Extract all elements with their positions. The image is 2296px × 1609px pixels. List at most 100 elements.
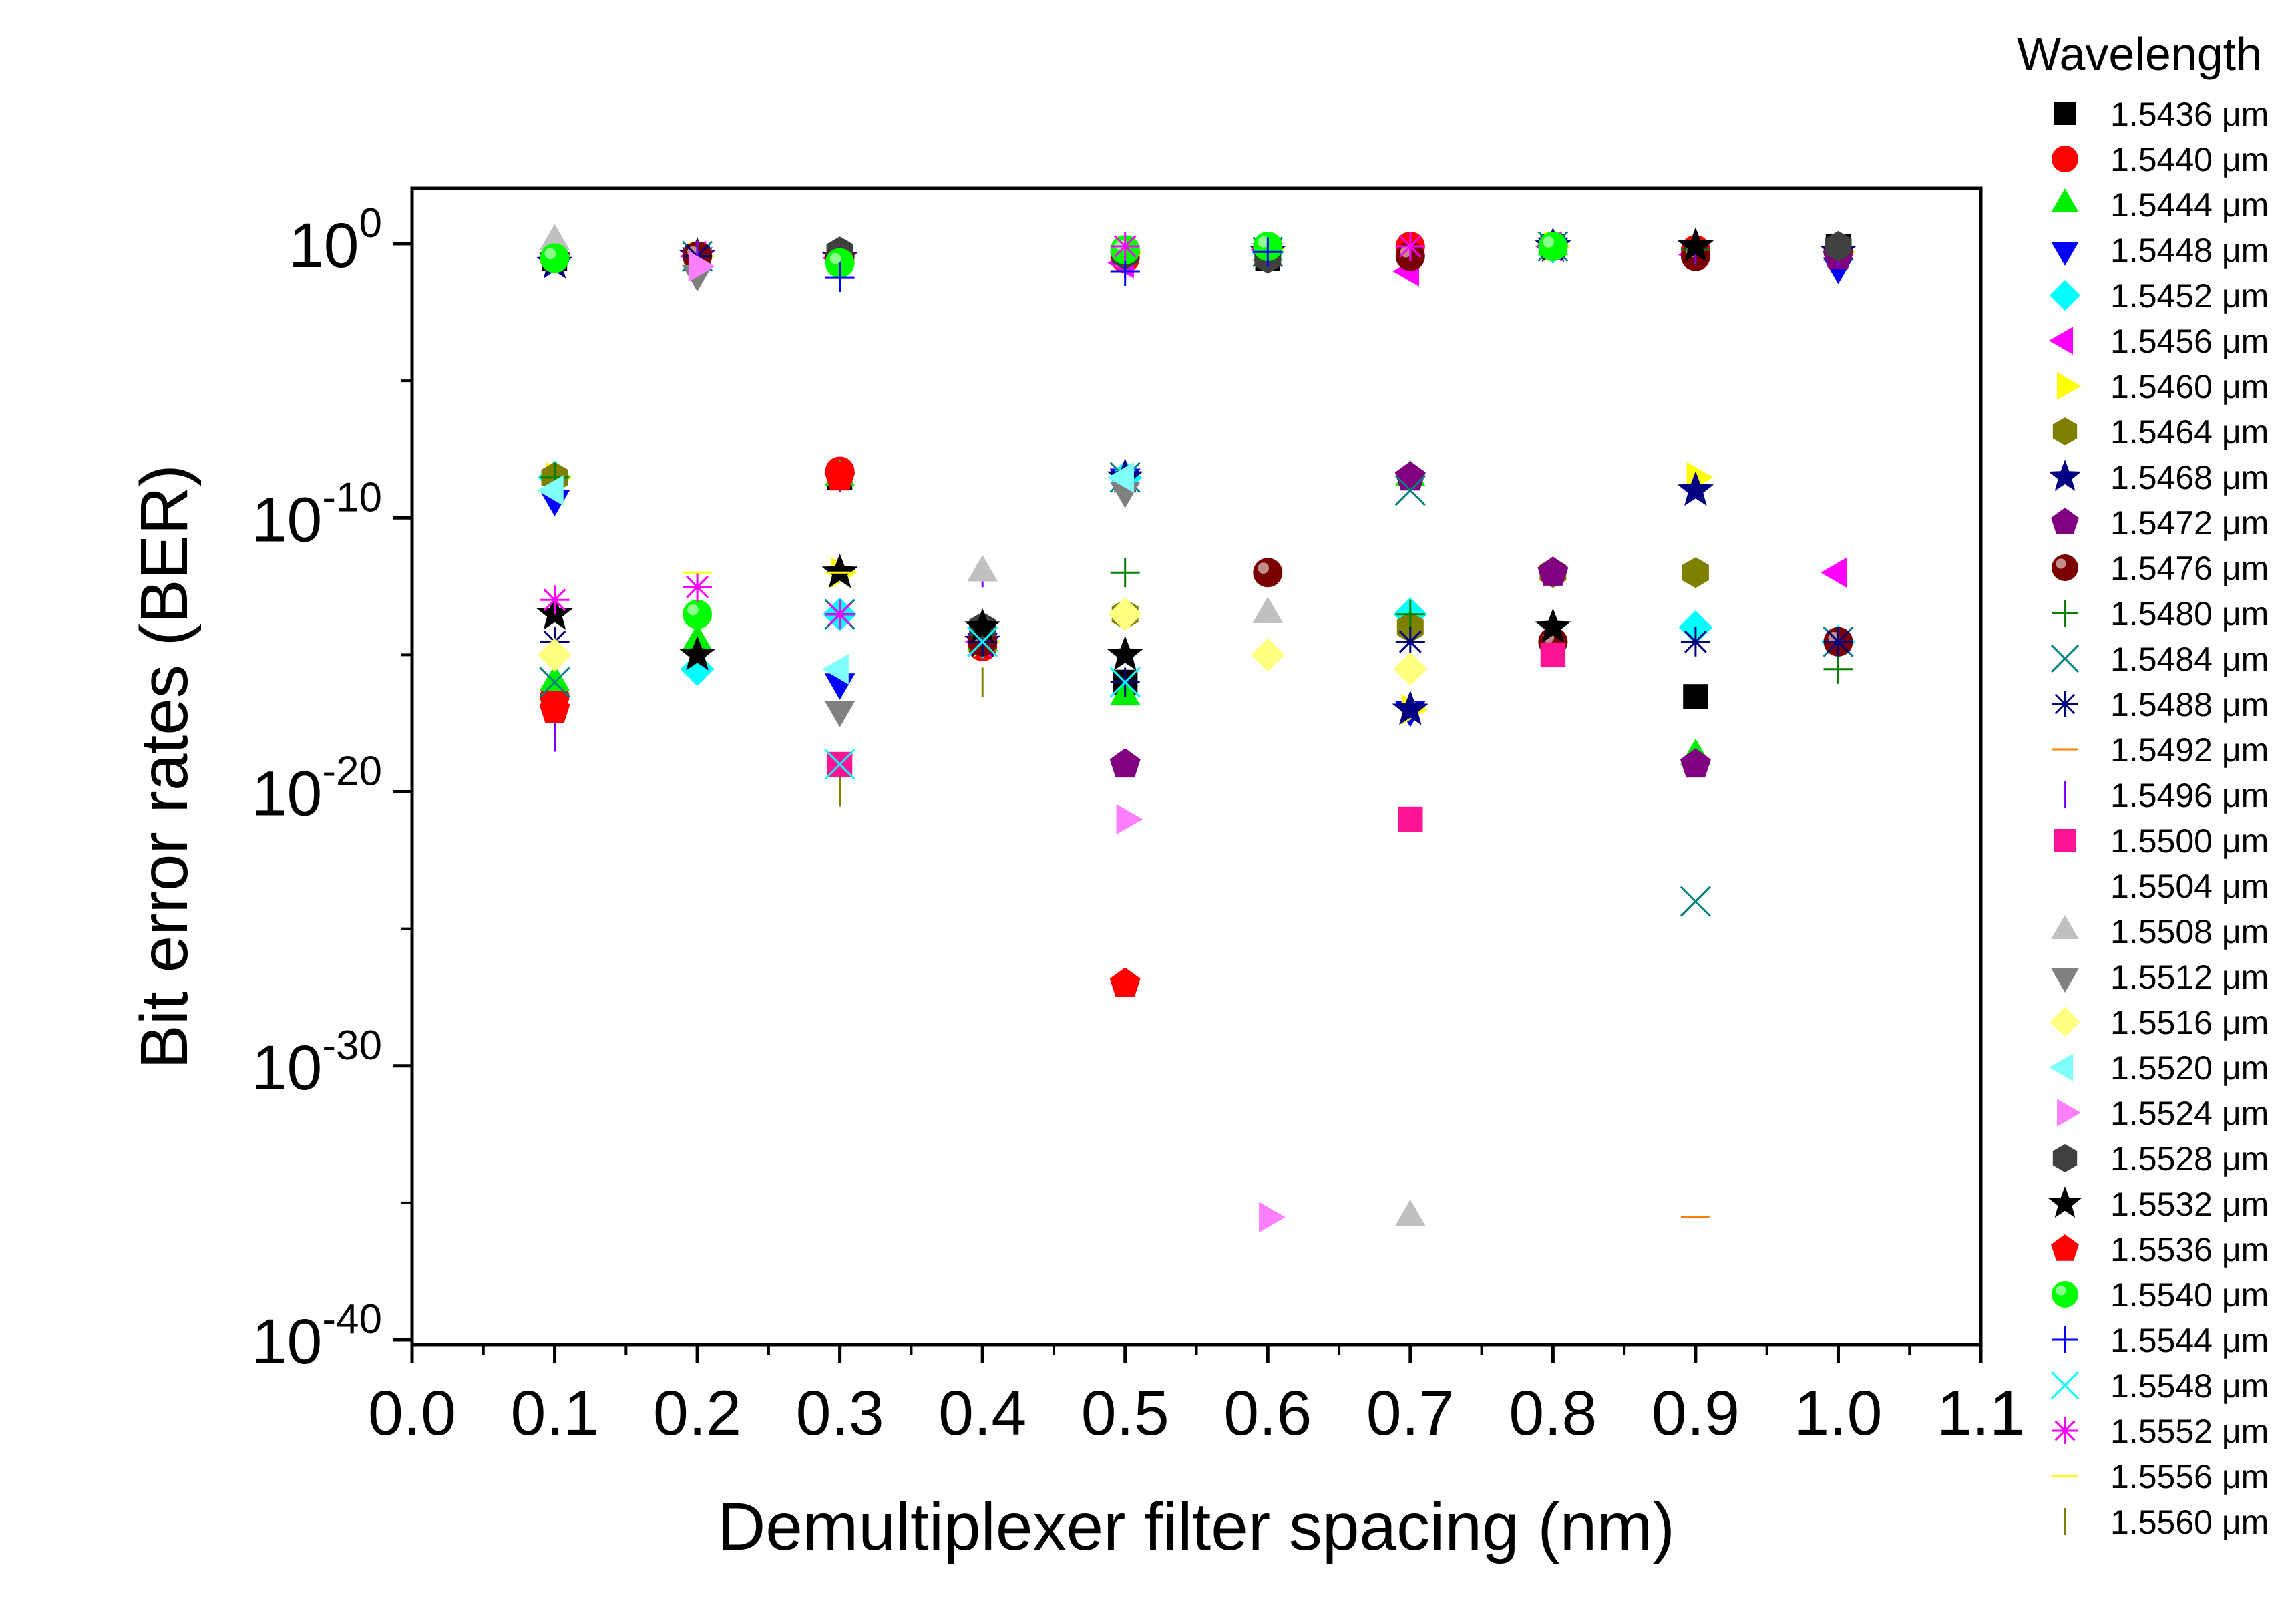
data-point	[1823, 654, 1853, 684]
legend: 1.5436 μm 1.5440 μm 1.5444 μm 1.5448 μm 1.54…	[2048, 96, 2269, 1541]
data-point	[1540, 642, 1566, 668]
data-point	[1394, 1199, 1426, 1226]
legend-marker	[2049, 1053, 2073, 1081]
data-point	[1680, 748, 1711, 778]
legend-marker	[2057, 372, 2081, 400]
legend-label: 1.5468 μm	[2110, 459, 2269, 496]
data-point	[688, 250, 715, 282]
data-point	[967, 554, 998, 582]
x-tick-label: 0.3	[796, 1378, 884, 1449]
data-point	[1680, 627, 1710, 657]
legend-marker	[2052, 1281, 2078, 1308]
data-point	[679, 635, 716, 671]
x-tick-label: 0.4	[938, 1378, 1026, 1449]
legend-label: 1.5480 μm	[2110, 595, 2269, 633]
legend-item: 1.5536 μm	[2051, 1231, 2269, 1268]
data-point	[683, 572, 713, 602]
legend-marker	[2051, 188, 2079, 212]
legend-marker	[2051, 242, 2079, 266]
data-point	[1394, 475, 1426, 506]
legend-item: 1.5500 μm	[2054, 822, 2269, 860]
x-tick-label: 0.8	[1509, 1378, 1597, 1449]
legend-item: 1.5460 μm	[2057, 368, 2269, 405]
y-axis-title: Bit error rates (BER)	[127, 464, 202, 1069]
data-point	[1825, 230, 1852, 262]
legend-item: 1.5456 μm	[2049, 323, 2269, 360]
legend-item: 1.5512 μm	[2051, 958, 2269, 996]
data-point	[825, 599, 855, 629]
legend-marker	[2054, 829, 2076, 852]
data-point	[1394, 461, 1426, 491]
data-point	[822, 653, 849, 685]
legend-marker	[2052, 554, 2078, 581]
legend-item: 1.5544 μm	[2052, 1322, 2269, 1359]
legend-marker	[2051, 508, 2079, 534]
legend-label: 1.5436 μm	[2110, 96, 2269, 133]
legend-item: 1.5528 μm	[2052, 1140, 2269, 1178]
x-tick-label: 0.0	[368, 1378, 456, 1449]
legend-label: 1.5476 μm	[2110, 550, 2269, 587]
legend-marker	[2048, 460, 2082, 491]
legend-label: 1.5520 μm	[2110, 1049, 2269, 1087]
x-tick-label: 0.6	[1223, 1378, 1312, 1449]
legend-marker	[2049, 327, 2073, 355]
legend-marker	[2052, 691, 2078, 717]
legend-label: 1.5504 μm	[2110, 868, 2269, 905]
data-point	[1538, 232, 1568, 261]
legend-label: 1.5484 μm	[2110, 641, 2269, 678]
x-tick-label: 0.7	[1366, 1378, 1455, 1449]
data-point	[1682, 557, 1709, 588]
legend-marker	[2051, 968, 2079, 993]
data-point	[1116, 803, 1143, 835]
legend-label: 1.5452 μm	[2110, 277, 2269, 315]
legend-item: 1.5440 μm	[2052, 141, 2269, 178]
data-point	[1110, 256, 1140, 286]
legend-label: 1.5448 μm	[2110, 232, 2269, 269]
data-point	[540, 243, 570, 273]
legend-item: 1.5488 μm	[2052, 686, 2269, 723]
x-tick-label: 0.2	[653, 1378, 741, 1449]
legend-item: 1.5436 μm	[2054, 96, 2269, 133]
legend-marker	[2050, 280, 2080, 311]
legend-item: 1.5532 μm	[2048, 1186, 2269, 1223]
legend-label: 1.5440 μm	[2110, 141, 2269, 178]
data-point	[1252, 596, 1284, 623]
x-axis-title: Demultiplexer filter spacing (nm)	[717, 1489, 1675, 1564]
legend-item: 1.5484 μm	[2050, 641, 2269, 678]
data-point	[825, 262, 855, 293]
data-point	[683, 599, 713, 629]
data-point	[967, 626, 998, 657]
legend-item: 1.5504 μm	[2110, 868, 2269, 905]
legend-label: 1.5508 μm	[2110, 913, 2269, 950]
x-axis-ticks: 0.0 0.1 0.2 0.3 0.4 0.5 0.6 0.7 0.8 0.9 1.0 1.1	[368, 1345, 2025, 1449]
data-point	[1395, 627, 1425, 657]
data-point	[540, 585, 570, 615]
data-point	[539, 693, 570, 723]
data-point	[1392, 690, 1428, 725]
legend-item: 1.5560 μm	[2064, 1503, 2269, 1541]
legend-marker	[2052, 1144, 2078, 1172]
legend-label: 1.5540 μm	[2110, 1276, 2269, 1314]
legend-label: 1.5460 μm	[2110, 368, 2269, 405]
data-point	[1398, 806, 1423, 832]
data-point	[1393, 652, 1428, 687]
legend-item: 1.5540 μm	[2052, 1276, 2269, 1314]
data-point	[1109, 667, 1141, 698]
legend-marker	[2051, 915, 2079, 939]
legend-label: 1.5560 μm	[2110, 1503, 2269, 1541]
x-tick-label: 0.1	[511, 1378, 599, 1449]
data-point	[1107, 635, 1143, 671]
legend-item: 1.5508 μm	[2051, 913, 2269, 950]
data-point	[1253, 558, 1283, 588]
data-point	[1680, 886, 1711, 917]
data-point	[1108, 597, 1142, 632]
legend-item: 1.5520 μm	[2049, 1049, 2269, 1087]
legend-label: 1.5556 μm	[2110, 1458, 2269, 1495]
legend-label: 1.5524 μm	[2110, 1095, 2269, 1132]
legend-label: 1.5488 μm	[2110, 686, 2269, 723]
data-point	[539, 224, 570, 250]
data-point	[1110, 232, 1140, 261]
y-tick-label: 10-40	[252, 1296, 382, 1377]
data-point	[1251, 638, 1285, 672]
